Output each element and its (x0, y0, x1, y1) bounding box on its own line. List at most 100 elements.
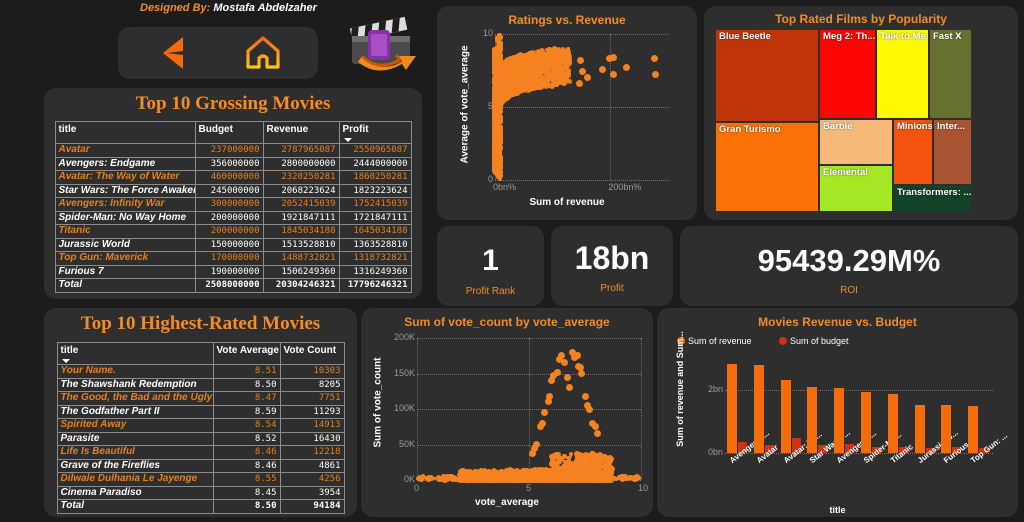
top-rated-table[interactable]: title Vote Average Vote Count Your Name.… (56, 342, 345, 514)
cell-vote_count: 3954 (279, 485, 345, 500)
col-header-title[interactable]: title (56, 342, 214, 365)
scatter-point (416, 475, 422, 480)
cell-revenue: 1921847111 (262, 210, 340, 225)
treemap-tile-2[interactable]: Meg 2: Th... (819, 29, 876, 119)
table-row[interactable]: Life Is Beautiful 8.46 12218 (56, 445, 345, 460)
treemap-tile-label: Elemental (823, 167, 868, 178)
scatter-point (550, 81, 555, 85)
scatter-plume-7 (545, 392, 553, 400)
treemap-tile-3[interactable]: Talk to Me (876, 29, 929, 119)
scatter-point (546, 477, 552, 483)
bar-revenue-6[interactable] (887, 394, 898, 453)
table-row[interactable]: Star Wars: The Force Awakens 245000000 206… (54, 183, 412, 198)
gridline-x-0 (417, 338, 418, 480)
cell-revenue: 1488732821 (262, 251, 340, 266)
table-row[interactable]: The Good, the Bad and the Ugly 8.47 7751 (56, 391, 345, 406)
table-row[interactable]: Top Gun: Maverick 170000000 1488732821 1318… (54, 251, 412, 266)
ytick-5: 5 (487, 101, 493, 111)
treemap-tile-8[interactable]: Inter... (933, 119, 972, 185)
cell-revenue: 2320250281 (262, 170, 340, 185)
cell-vote_count: 12218 (279, 445, 345, 460)
top-rated-card: Top 10 Highest-Rated Movies title Vote A… (44, 308, 357, 517)
scatter-point (514, 76, 519, 80)
ratings-plot-area[interactable]: 0 5 10 0bn% 200bn% Average of vote_average Sum… (437, 6, 697, 220)
table-row[interactable]: Furious 7 190000000 1506249360 1316249360 (54, 264, 412, 279)
bar-revenue-2[interactable] (780, 379, 791, 453)
scatter-point (498, 35, 503, 40)
bar-revenue-8[interactable] (941, 405, 952, 453)
cell-profit: 1645034188 (338, 224, 412, 239)
cell-title: Parasite (56, 431, 214, 446)
table-row[interactable]: Avatar: The Way of Water 460000000 2320250… (54, 170, 412, 185)
table-row[interactable]: Spirited Away 8.54 14913 (56, 418, 345, 433)
scatter-plume-24 (585, 405, 593, 413)
scatter-point (522, 79, 526, 83)
cell-profit: 1823223624 (338, 183, 412, 198)
treemap-tile-5[interactable]: Barbie (819, 119, 893, 165)
table-row[interactable]: Dilwale Dulhania Le Jayenge 8.55 4256 (56, 472, 345, 487)
col-header-profit[interactable]: Profit (338, 121, 412, 144)
ytick-3: 150K (393, 367, 415, 378)
bar-revenue-5[interactable] (861, 392, 871, 453)
votecount-plot-area[interactable]: 0K 50K 100K 150K 200K 0 5 10 Sum of vote_count vo… (361, 308, 653, 517)
back-button[interactable] (128, 27, 218, 79)
cell-budget: 356000000 (194, 156, 264, 171)
table-row[interactable]: Avengers: Endgame 356000000 2800000000 2444… (54, 156, 412, 171)
home-button[interactable] (218, 27, 308, 79)
scatter-point (497, 44, 503, 49)
treemap-tile-9[interactable]: Transformers: ... (893, 185, 972, 212)
cell-profit: 2444000000 (338, 156, 412, 171)
table-row[interactable]: Cinema Paradiso 8.45 3954 (56, 485, 345, 500)
table-row[interactable]: Parasite 8.52 16430 (56, 431, 345, 446)
scatter-point (498, 53, 503, 58)
top-grossing-table[interactable]: title Budget Revenue Profit Avatar 237000… (54, 121, 412, 293)
table-row[interactable]: Avengers: Infinity War 300000000 205241503… (54, 197, 412, 212)
scatter-point (488, 472, 492, 476)
treemap-tile-7[interactable]: Minions (893, 119, 933, 185)
scatter-point (537, 478, 541, 482)
col-header-title[interactable]: title (54, 121, 196, 144)
table-row[interactable]: Spider-Man: No Way Home 200000000 19218471… (54, 210, 412, 225)
table-row[interactable]: Titanic 200000000 1845034188 1645034188 (54, 224, 412, 239)
scatter-point (495, 139, 501, 144)
revbud-plot-area[interactable]: 0bn 2bn Avengers: ... Avatar Avatar: Th... St… (657, 308, 1018, 517)
cell-budget: 460000000 (194, 170, 264, 185)
scatter-plume-14 (563, 373, 571, 381)
treemap-tile-4[interactable]: Fast X (929, 29, 972, 119)
table-row[interactable]: Your Name. 8.51 10303 (56, 364, 345, 379)
table-row[interactable]: Grave of the Fireflies 8.46 4861 (56, 458, 345, 473)
cell-title: The Good, the Bad and the Ugly (56, 391, 214, 406)
table-row[interactable]: The Shawshank Redemption 8.50 8205 (56, 377, 345, 392)
cell-profit: 1752415039 (338, 197, 412, 212)
col-header-budget[interactable]: Budget (194, 121, 264, 144)
ratings-chart-title: Ratings vs. Revenue (508, 13, 626, 27)
bar-revenue-4[interactable] (834, 388, 845, 453)
col-header-vote-average[interactable]: Vote Average (212, 342, 281, 365)
cell-vote_count: 8205 (279, 377, 345, 392)
treemap-tile-6[interactable]: Elemental (819, 165, 893, 212)
bar-revenue-1[interactable] (753, 364, 764, 453)
treemap-area[interactable]: Blue Beetle Gran Turismo Meg 2: Th... Talk … (715, 29, 1008, 212)
cell-revenue: 20304246321 (262, 278, 340, 293)
treemap-tile-0[interactable]: Blue Beetle (715, 29, 819, 122)
treemap-tile-1[interactable]: Gran Turismo (715, 122, 819, 212)
table-row[interactable]: Total 8.50 94184 (56, 499, 345, 514)
table-row[interactable]: Total 2508000000 20304246321 17796246321 (54, 278, 412, 293)
cell-revenue: 2800000000 (262, 156, 340, 171)
bar-revenue-9[interactable] (968, 405, 979, 453)
col-header-revenue[interactable]: Revenue (262, 121, 340, 144)
scatter-plume-2 (533, 441, 541, 448)
table-row[interactable]: Jurassic World 150000000 1513528810 1363528… (54, 237, 412, 252)
bar-revenue-0[interactable] (727, 364, 737, 453)
bar-revenue-7[interactable] (914, 405, 925, 453)
cell-vote_count: 11293 (279, 404, 345, 419)
scatter-point (567, 60, 572, 65)
bar-revenue-3[interactable] (807, 387, 818, 453)
designer-credit: Designed By: Mostafa Abdelzaher (140, 2, 317, 14)
col-header-vote-count[interactable]: Vote Count (279, 342, 345, 365)
cell-title: Top Gun: Maverick (54, 251, 196, 266)
cell-vote_average: 8.45 (212, 485, 281, 500)
table-row[interactable]: The Godfather Part II 8.59 11293 (56, 404, 345, 419)
table-row[interactable]: Avatar 237000000 2787965087 2550965087 (54, 143, 412, 158)
